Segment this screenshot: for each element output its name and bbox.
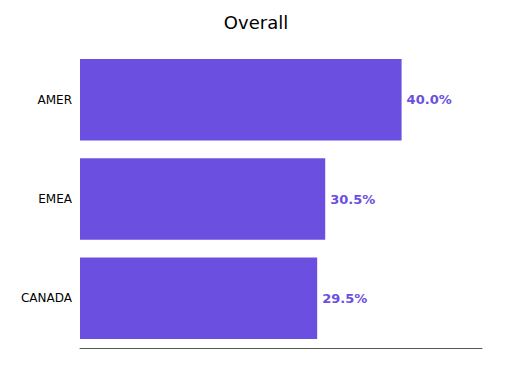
svg-text:EMEA: EMEA xyxy=(38,192,73,206)
svg-text:AMER: AMER xyxy=(38,93,72,107)
svg-text:Overall: Overall xyxy=(224,12,288,33)
svg-text:29.5%: 29.5% xyxy=(322,291,367,306)
svg-text:40.0%: 40.0% xyxy=(407,92,452,107)
svg-text:30.5%: 30.5% xyxy=(330,192,375,207)
svg-text:CANADA: CANADA xyxy=(21,291,73,305)
